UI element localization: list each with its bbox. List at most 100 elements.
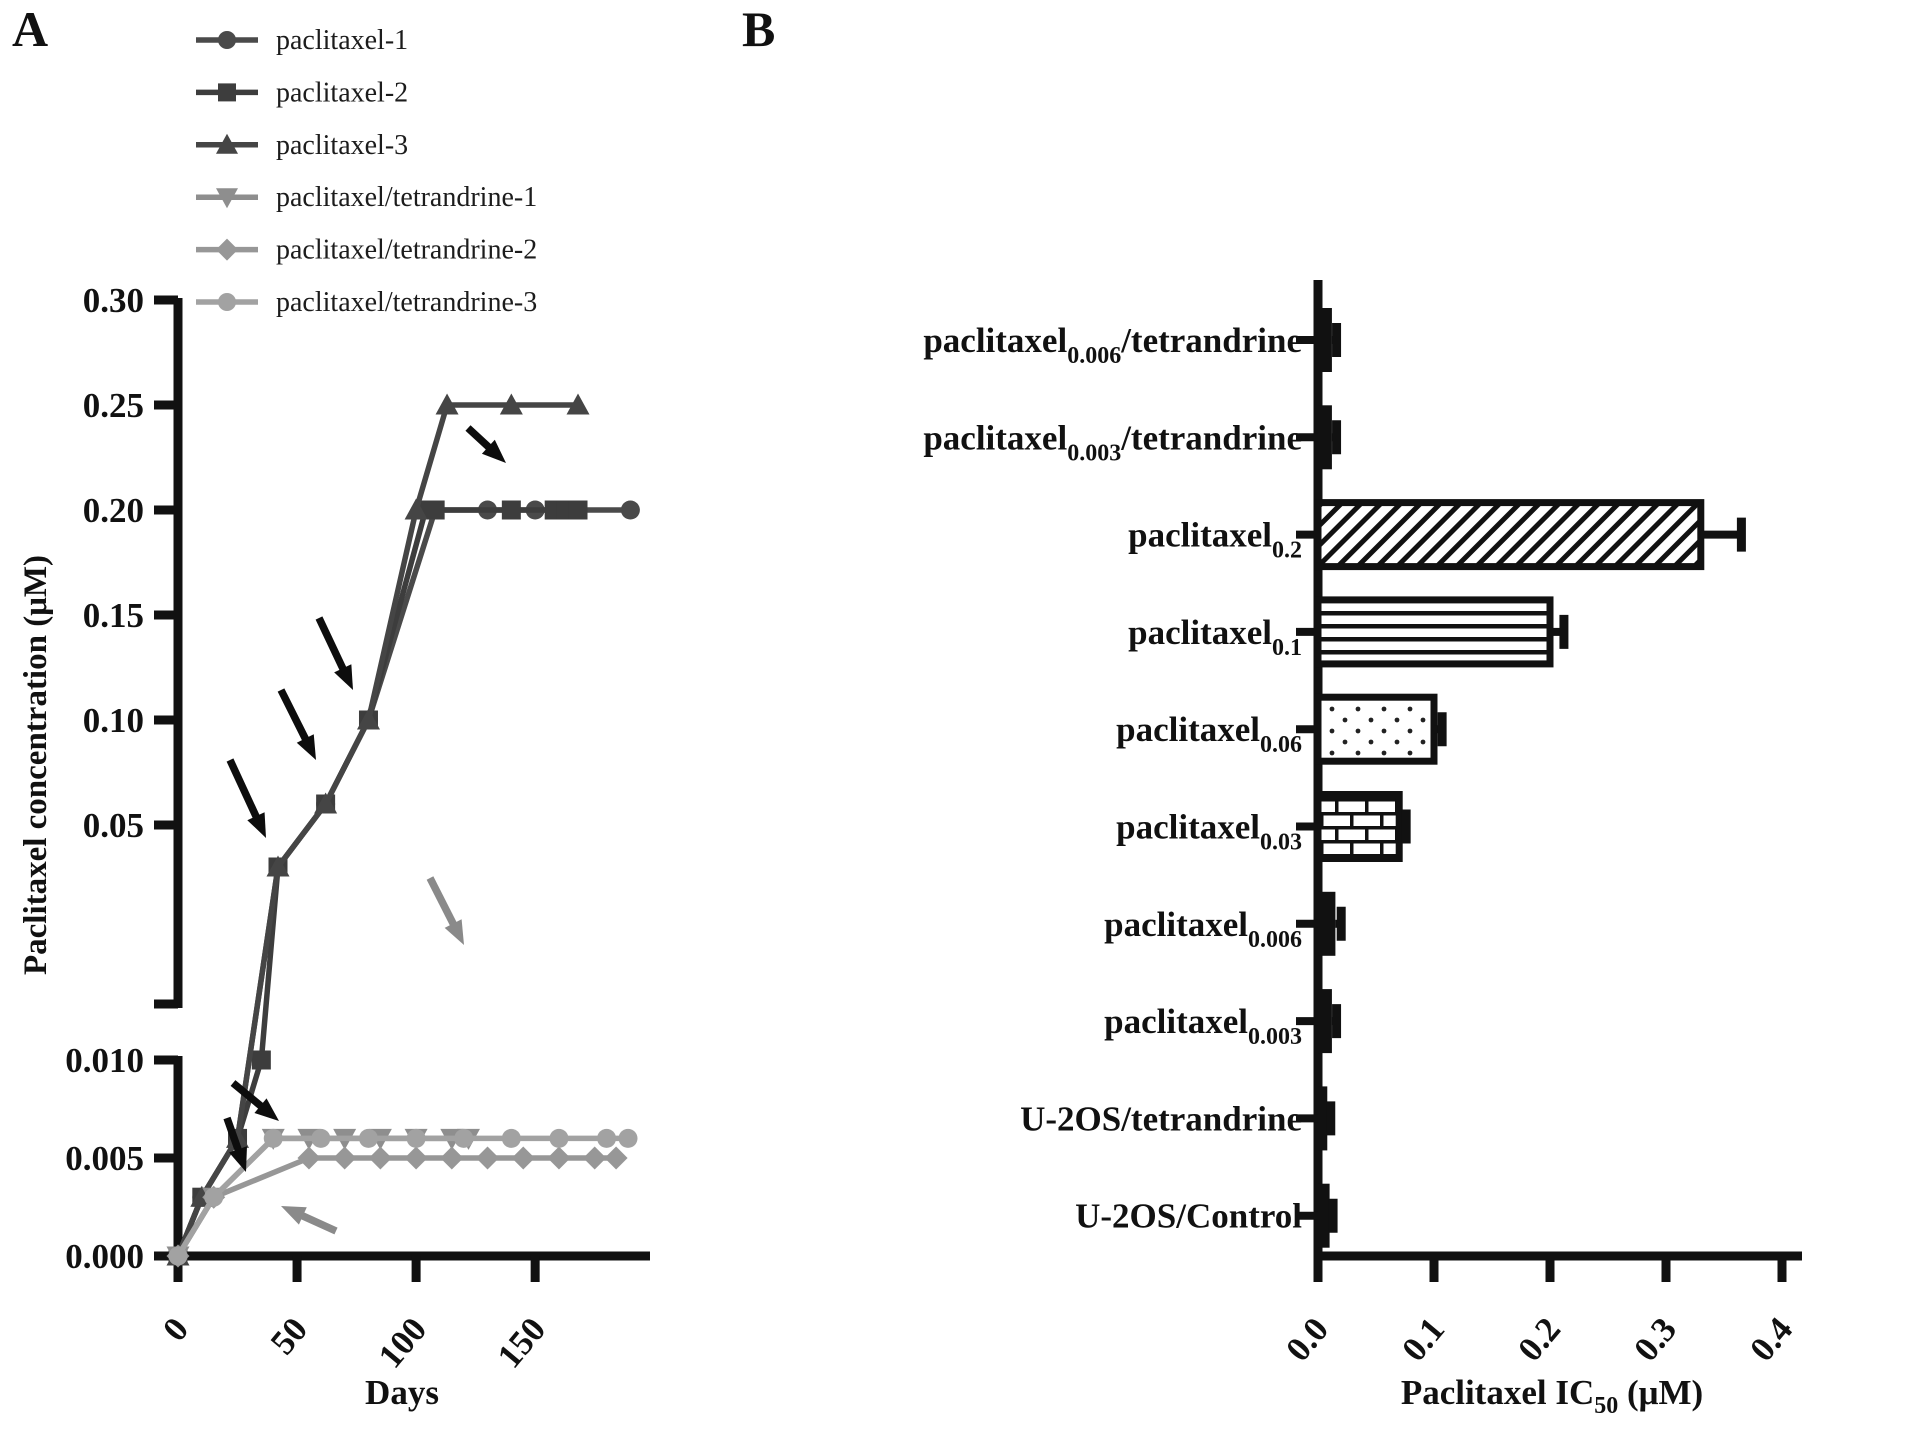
bar-paclitaxel-0.003 <box>1318 989 1332 1054</box>
marker-circle <box>406 1128 426 1148</box>
panel-b-x-tick-label: 0.1 <box>1394 1310 1452 1369</box>
marker-triangle-up <box>266 855 290 877</box>
marker-circle <box>168 1246 188 1266</box>
panel-a-y-axis-title: Paclitaxel concentration (μM) <box>18 555 54 975</box>
annotation-arrow-head <box>281 1206 307 1225</box>
marker-square <box>568 500 588 520</box>
marker-square <box>251 1050 271 1070</box>
marker-diamond <box>368 1146 392 1170</box>
marker-circle <box>218 31 236 49</box>
panel-a-letter: A <box>12 1 48 57</box>
bar-paclitaxel-0.006 <box>1318 891 1336 956</box>
panel-b-x-axis-title: Paclitaxel IC50 (μM) <box>1401 1373 1703 1419</box>
marker-diamond <box>297 1146 321 1170</box>
annotation-arrow-head <box>481 439 506 463</box>
panel-b-x-tick-label: 0.4 <box>1742 1310 1800 1369</box>
marker-diamond <box>547 1146 571 1170</box>
bar-paclitaxel-0.1 <box>1314 596 1554 668</box>
panel-b-x-tick-label: 0.0 <box>1278 1310 1336 1369</box>
panel-b-x-axis-title-base: Paclitaxel IC <box>1401 1373 1594 1412</box>
bar-paclitaxel-0.2 <box>1314 499 1705 571</box>
panel-a-x-tick-label: 100 <box>371 1310 435 1375</box>
marker-circle <box>311 1128 331 1148</box>
annotation-arrow-head <box>444 919 464 945</box>
marker-circle <box>549 1128 569 1148</box>
panel-b-x-axis-title-suffix: (μM) <box>1618 1373 1703 1412</box>
category-label-4: paclitaxel0.06 <box>1116 710 1302 758</box>
annotation-arrow-head <box>296 734 316 760</box>
generated-chart-layer: 0.300.250.200.150.100.050.0100.0050.0000… <box>65 25 1802 1375</box>
annotation-arrow-head <box>229 1146 247 1172</box>
marker-diamond <box>511 1146 535 1170</box>
panel-a-y-tick-label: 0.25 <box>83 386 144 425</box>
marker-diamond <box>440 1146 464 1170</box>
legend-item-paclitaxel-2: paclitaxel-2 <box>196 77 408 108</box>
category-label-0: paclitaxel0.006/tetrandrine <box>923 321 1302 369</box>
bar-paclitaxel-0.06 <box>1314 693 1438 765</box>
bar-paclitaxel-0.003-tetrandrine <box>1318 405 1332 470</box>
legend-label: paclitaxel/tetrandrine-2 <box>276 235 537 266</box>
marker-square <box>501 500 521 520</box>
annotation-arrow-shaft <box>223 1116 243 1155</box>
annotation-arrow-shaft <box>297 1210 338 1235</box>
annotation-arrow-shaft <box>226 758 262 822</box>
legend-item-paclitaxel-tetrandrine-2: paclitaxel/tetrandrine-2 <box>196 235 537 266</box>
marker-circle <box>358 1128 378 1148</box>
annotation-arrow-head <box>254 1098 279 1121</box>
marker-diamond <box>476 1146 500 1170</box>
annotation-arrow-shaft <box>426 876 459 929</box>
category-label-3: paclitaxel0.1 <box>1128 613 1302 661</box>
marker-triangle-up <box>216 133 238 154</box>
panel-a-y-tick-label: 0.05 <box>83 806 144 845</box>
marker-triangle-up <box>404 498 428 520</box>
marker-diamond <box>404 1146 428 1170</box>
marker-circle <box>620 500 640 520</box>
panel-a-y-tick-label: 0.005 <box>65 1139 144 1178</box>
annotation-arrow-shaft <box>315 616 348 674</box>
marker-circle <box>501 1128 521 1148</box>
marker-circle <box>218 293 236 311</box>
annotation-arrow-shaft <box>465 425 494 453</box>
category-label-9: U-2OS/Control <box>1075 1197 1302 1236</box>
marker-circle <box>204 1187 224 1207</box>
legend-label: paclitaxel/tetrandrine-1 <box>276 182 537 213</box>
panel-a-y-tick-label: 0.20 <box>83 491 144 530</box>
marker-square <box>218 83 236 102</box>
marker-circle <box>263 1128 283 1148</box>
bar-paclitaxel-0.03 <box>1314 791 1403 862</box>
category-label-1: paclitaxel0.003/tetrandrine <box>923 418 1302 466</box>
legend-item-paclitaxel-tetrandrine-3: paclitaxel/tetrandrine-3 <box>196 287 537 318</box>
legend-item-paclitaxel-1: paclitaxel-1 <box>196 25 408 56</box>
marker-triangle-up <box>499 393 523 415</box>
marker-triangle-down <box>216 188 238 209</box>
legend-label: paclitaxel-3 <box>276 130 408 161</box>
panel-b-x-tick-label: 0.2 <box>1510 1310 1568 1369</box>
category-label-7: paclitaxel0.003 <box>1104 1002 1302 1050</box>
marker-circle <box>597 1128 617 1148</box>
panel-a-y-tick-label: 0.10 <box>83 701 144 740</box>
legend-label: paclitaxel/tetrandrine-3 <box>276 287 537 318</box>
marker-triangle-up <box>435 393 459 415</box>
category-label-8: U-2OS/tetrandrine <box>1020 1099 1302 1138</box>
marker-triangle-up <box>356 708 380 730</box>
annotation-arrow-shaft <box>277 688 311 744</box>
panel-b-x-axis-title-sub: 50 <box>1594 1393 1618 1419</box>
category-label-6: paclitaxel0.006 <box>1104 905 1302 953</box>
category-label-2: paclitaxel0.2 <box>1128 516 1302 564</box>
series-line-paclitaxel-3 <box>175 402 579 1258</box>
annotation-arrow-head <box>247 812 266 838</box>
legend-label: paclitaxel-1 <box>276 25 408 56</box>
series-line-paclitaxel-tetrandrine-2 <box>175 1155 617 1258</box>
panel-a-x-axis-title: Days <box>365 1373 439 1412</box>
bar-U-2OS-Control <box>1318 1183 1330 1248</box>
marker-diamond <box>216 238 238 261</box>
bar-U-2OS-tetrandrine <box>1318 1086 1328 1151</box>
panel-a-y-tick-label: 0.30 <box>83 281 144 320</box>
marker-triangle-up <box>314 792 338 814</box>
panel-a-y-tick-label: 0.010 <box>65 1041 144 1080</box>
panel-a-y-tick-label: 0.15 <box>83 596 144 635</box>
bar-paclitaxel-0.006-tetrandrine <box>1318 308 1332 372</box>
panel-a-x-tick-label: 50 <box>263 1310 315 1362</box>
